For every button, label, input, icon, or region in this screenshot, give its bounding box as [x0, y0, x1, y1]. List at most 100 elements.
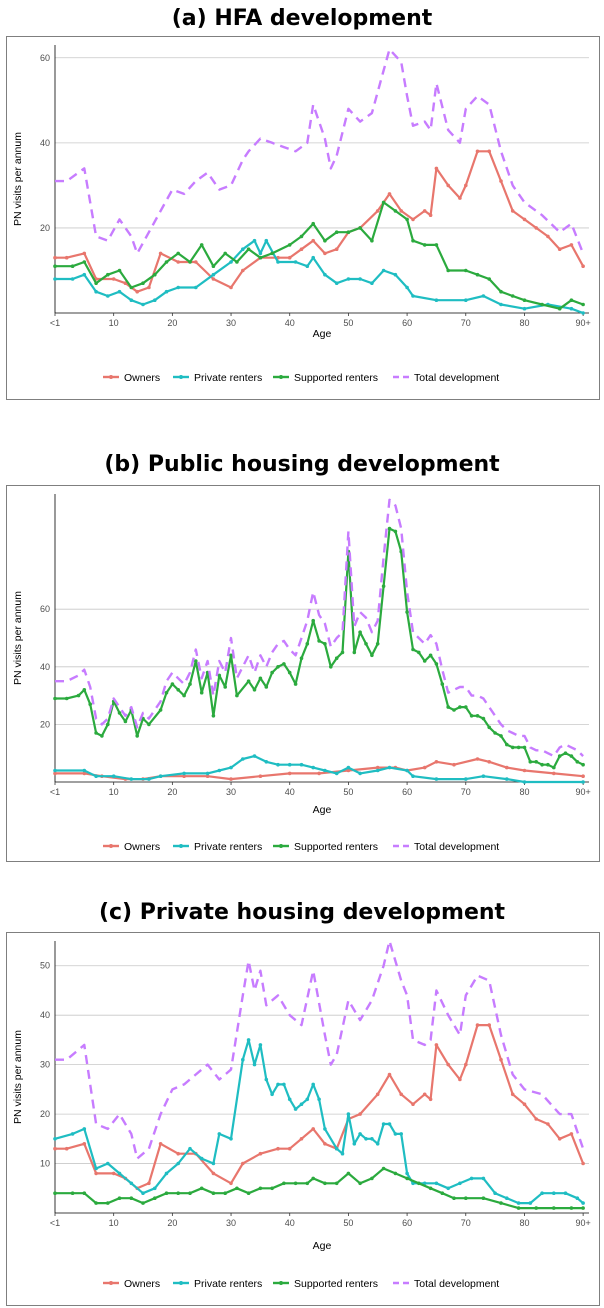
y-tick-label: 20	[40, 719, 50, 729]
data-point	[129, 1196, 134, 1200]
series-line-supported-renters	[55, 1167, 584, 1210]
data-point	[53, 696, 57, 701]
series-total-development	[55, 48, 585, 255]
data-point	[516, 1201, 521, 1205]
data-point	[199, 243, 204, 247]
data-point	[422, 209, 427, 213]
legend-label: Supported renters	[294, 1278, 378, 1290]
series-total-development	[55, 939, 585, 1160]
legend-label: Total development	[414, 841, 499, 853]
data-point	[235, 260, 239, 264]
data-point	[82, 260, 87, 264]
data-point	[106, 272, 110, 277]
data-point	[405, 1176, 409, 1181]
data-point	[352, 1142, 357, 1146]
data-point	[581, 774, 585, 778]
x-tick-label: 10	[109, 787, 119, 797]
data-point	[405, 217, 409, 222]
data-point	[411, 774, 415, 778]
data-point	[446, 183, 451, 188]
data-point	[464, 1196, 468, 1200]
data-point	[464, 183, 468, 188]
data-point	[70, 1191, 75, 1195]
x-tick-label: 30	[226, 1218, 236, 1228]
x-tick-label: 40	[285, 1218, 295, 1228]
data-point	[552, 765, 556, 770]
x-tick-label: 80	[519, 1218, 529, 1228]
data-point	[358, 1181, 362, 1186]
data-point	[581, 264, 585, 268]
data-point	[334, 247, 339, 251]
data-point	[53, 255, 57, 260]
data-point	[446, 1062, 451, 1067]
data-point	[528, 760, 533, 764]
data-point	[199, 1186, 204, 1191]
data-point	[153, 298, 157, 303]
series-private-renters	[53, 754, 585, 784]
data-point	[334, 656, 339, 660]
data-point	[199, 1156, 204, 1161]
legend-marker	[109, 844, 113, 848]
data-point	[422, 1181, 427, 1186]
x-tick-label: 60	[402, 787, 412, 797]
series-private-renters	[53, 1038, 585, 1205]
data-point	[411, 294, 415, 298]
legend-label: Total development	[414, 1278, 499, 1290]
legend-label: Owners	[124, 1278, 160, 1290]
x-tick-label: 20	[167, 787, 177, 797]
legend-label: Private renters	[194, 841, 262, 853]
legend-label: Supported renters	[294, 841, 378, 853]
data-point	[505, 765, 509, 770]
data-point	[170, 682, 175, 686]
data-point	[422, 765, 427, 770]
series-line-owners	[55, 150, 585, 293]
data-point	[270, 670, 274, 675]
data-point	[153, 1196, 157, 1200]
legend-item-private-renters: Private renters	[173, 1278, 262, 1290]
data-point	[481, 774, 486, 778]
data-point	[358, 1132, 362, 1136]
data-point	[475, 149, 480, 154]
data-point	[440, 1191, 445, 1195]
data-point	[270, 1186, 274, 1191]
legend-item-private-renters: Private renters	[173, 372, 262, 384]
legend-marker	[179, 1281, 183, 1285]
data-point	[375, 1142, 380, 1146]
data-point	[569, 1132, 574, 1136]
data-point	[387, 526, 392, 531]
data-point	[94, 1201, 98, 1205]
data-point	[311, 1127, 316, 1131]
data-point	[510, 1092, 515, 1097]
data-point	[557, 754, 562, 758]
legend-item-total-development: Total development	[393, 372, 499, 384]
data-point	[446, 1186, 451, 1191]
data-point	[581, 780, 585, 784]
legend-item-owners: Owners	[103, 1278, 160, 1290]
legend-item-total-development: Total development	[393, 1278, 499, 1290]
data-point	[499, 1201, 503, 1205]
x-tick-label: 40	[285, 787, 295, 797]
data-point	[246, 247, 251, 251]
legend: Owners Private renters Supported renters To…	[103, 841, 499, 853]
legend-label: Owners	[124, 372, 160, 384]
legend-item-supported-renters: Supported renters	[273, 372, 378, 384]
data-point	[458, 705, 462, 709]
data-point	[375, 642, 380, 646]
data-point	[135, 289, 139, 294]
data-point	[422, 659, 427, 663]
legend-item-private-renters: Private renters	[173, 841, 262, 853]
chart-b-svg: 20 40 60 <1 10 20 30 40 50 60 70 80 90+ Age PN visits …	[12, 494, 591, 853]
data-point	[428, 653, 433, 658]
data-point	[405, 610, 409, 614]
data-point	[158, 1142, 163, 1146]
data-point	[481, 716, 486, 721]
data-point	[153, 272, 157, 277]
data-point	[217, 1132, 222, 1136]
data-point	[510, 745, 515, 750]
data-point	[223, 685, 227, 689]
legend-label: Private renters	[194, 1278, 262, 1290]
data-point	[399, 1132, 404, 1136]
data-point	[475, 1023, 480, 1027]
data-point	[53, 771, 57, 776]
data-point	[258, 1151, 263, 1156]
